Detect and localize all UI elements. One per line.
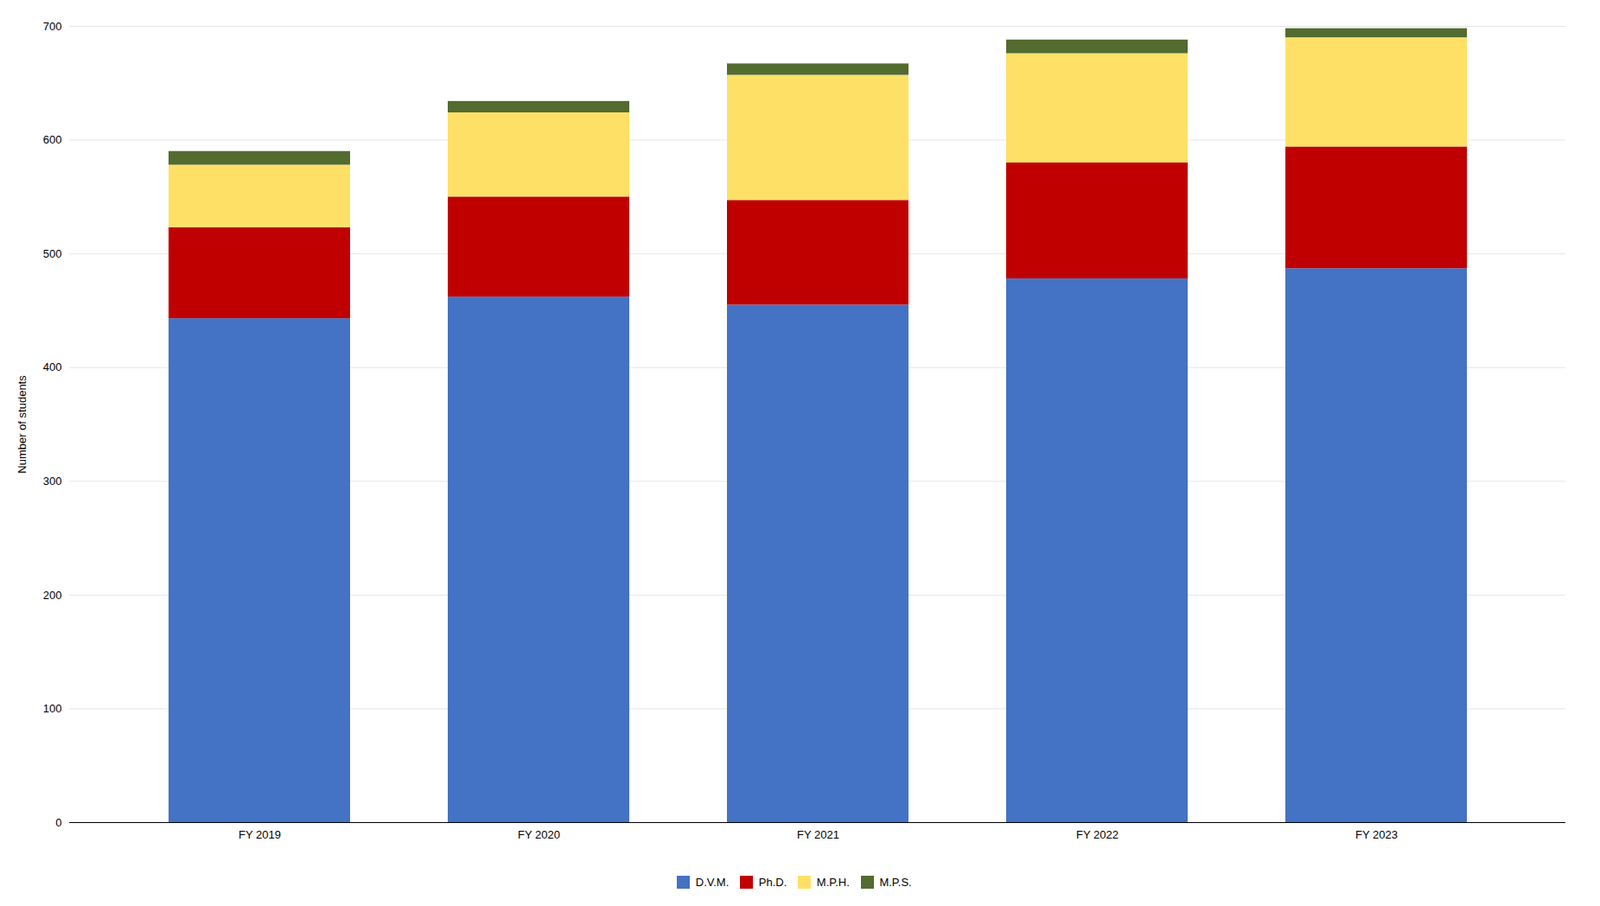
- html-text:M.P.S.: M.P.S.: [879, 875, 912, 889]
- svg-text:FY 2023: FY 2023: [1355, 828, 1398, 842]
- svg-text:600: 600: [43, 133, 63, 147]
- html-text:Ph.D.: Ph.D.: [758, 875, 787, 889]
- svg-text:400: 400: [43, 360, 63, 374]
- svg-text:100: 100: [43, 701, 63, 715]
- svg-text:300: 300: [43, 474, 63, 488]
- svg-text:FY 2019: FY 2019: [238, 828, 281, 842]
- svg-text:700: 700: [43, 19, 63, 33]
- svg-text:Number of students: Number of students: [15, 375, 29, 474]
- svg-text:FY 2020: FY 2020: [517, 828, 561, 842]
- svg-text:0: 0: [55, 815, 62, 829]
- svg-text:FY 2021: FY 2021: [796, 828, 840, 842]
- svg-text:FY 2022: FY 2022: [1076, 828, 1119, 842]
- svg-text:200: 200: [43, 588, 63, 602]
- html-text:M.P.H.: M.P.H.: [816, 875, 850, 889]
- html-text:D.V.M.: D.V.M.: [695, 875, 729, 889]
- svg-text:500: 500: [43, 247, 63, 261]
